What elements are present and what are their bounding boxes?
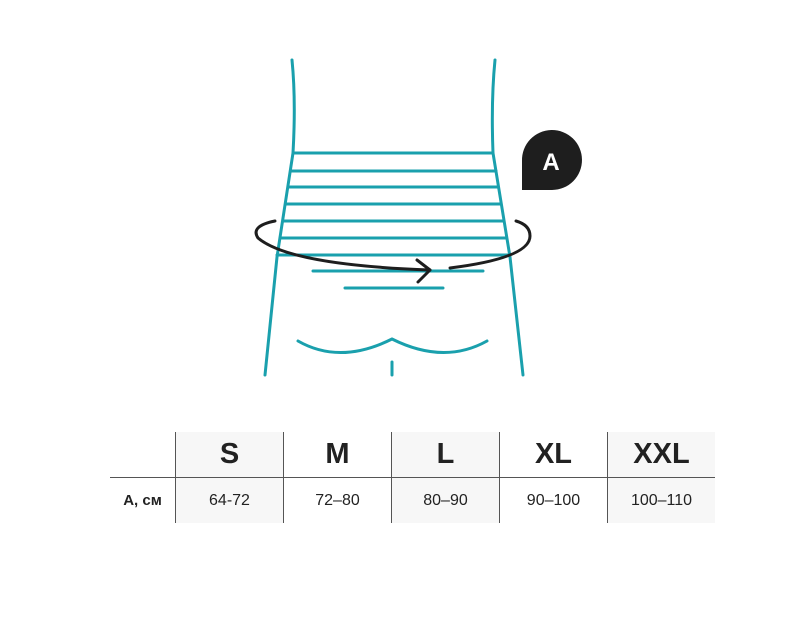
torso-left-side: [263, 58, 296, 377]
size-header-l: L: [391, 432, 500, 478]
value-xxl: 100–110: [607, 477, 715, 523]
arrow-back-arc: [448, 219, 532, 270]
hip-curve: [296, 337, 489, 354]
arrow-front-arc: [254, 219, 432, 272]
badge-label: A: [542, 149, 559, 176]
size-header-xl: XL: [499, 432, 608, 478]
size-header-xxl: XXL: [607, 432, 715, 478]
torso-outline: [263, 58, 525, 377]
row-label: A, см: [123, 492, 162, 509]
size-header-s: S: [175, 432, 284, 478]
badge-a: A: [521, 130, 582, 190]
badge-shape: [521, 130, 582, 190]
size-header-m: M: [283, 432, 392, 478]
torso-right-side: [490, 58, 525, 377]
value-xl: 90–100: [499, 477, 608, 523]
value-l: 80–90: [391, 477, 500, 523]
value-s: 64-72: [175, 477, 284, 523]
measurement-row: A, см 64-72 72–80 80–90 90–100 100–110: [110, 477, 715, 523]
empty-corner-cell: [110, 432, 176, 478]
circumference-arrow: [254, 219, 532, 284]
waist-measurement-diagram: A: [254, 58, 582, 377]
size-header-row: S M L XL XXL: [110, 432, 715, 478]
size-table: S M L XL XXL A, см 64-72 72–80 80–90 90–…: [110, 432, 715, 523]
arrowhead-icon: [415, 258, 432, 284]
value-m: 72–80: [283, 477, 392, 523]
